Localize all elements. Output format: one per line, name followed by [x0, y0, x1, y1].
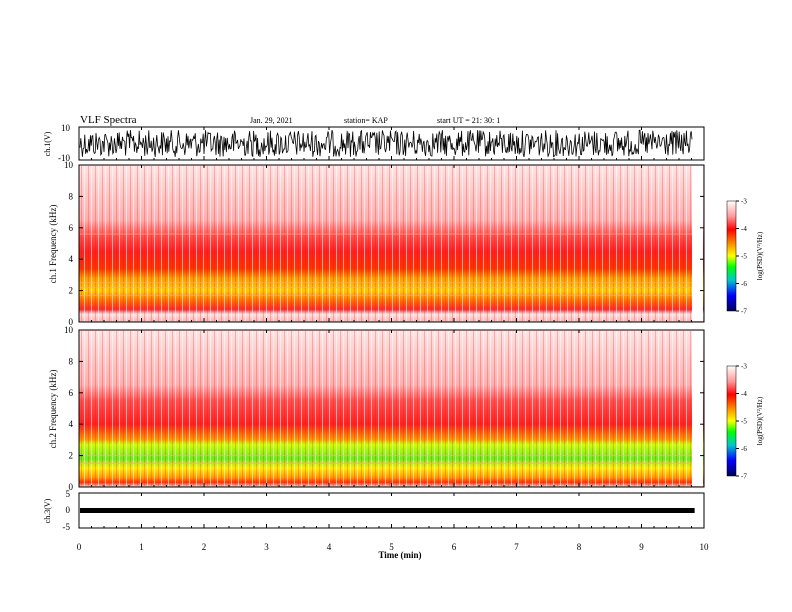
colorbar-tick-label: -6: [741, 445, 747, 453]
time-tick-label: 2: [202, 542, 207, 552]
freq-tick-label: 10: [64, 160, 74, 170]
time-tick-label: 9: [639, 542, 644, 552]
ch1-frequency-ticks: 0 2 4 6 8 10: [64, 160, 704, 327]
ch3-voltage-ylabel: ch.3(V): [43, 498, 52, 523]
time-tick-label: 5: [389, 542, 394, 552]
freq-tick-label: 0: [69, 482, 74, 492]
ch3-voltage-trace: [80, 508, 695, 513]
ch1-colorbar-scale: [726, 200, 737, 312]
freq-tick-label: 8: [69, 356, 74, 366]
ch3-ytick-5: 5: [66, 489, 71, 499]
ch1-ytick-top: 10: [61, 123, 71, 133]
ch1-voltage-ylabel: ch.1(V): [43, 131, 52, 156]
time-axis: 0 1 2 3 4 5 6 7 8 9 10: [77, 127, 709, 552]
ch2-frequency-ylabel: ch.2 Frequency (kHz): [48, 370, 58, 449]
ch2-colorbar-scale: [726, 365, 737, 477]
freq-tick-label: 0: [69, 317, 74, 327]
time-tick-label: 6: [452, 542, 457, 552]
ch1-colorbar-ticks: -3 -4 -5 -6 -7: [736, 198, 747, 316]
time-axis-label: Time (min): [378, 550, 421, 560]
ch2-colorbar-ticks: -3 -4 -5 -6 -7: [736, 363, 747, 481]
freq-tick-label: 8: [69, 191, 74, 201]
freq-tick-label: 4: [69, 254, 74, 264]
freq-tick-label: 6: [69, 388, 74, 398]
time-tick-label: 4: [327, 542, 332, 552]
ch1-ytick-bottom: -10: [58, 153, 70, 163]
colorbar-tick-label: -4: [741, 390, 747, 398]
ch3-voltage-panel: 5 0 -5 ch.3(V): [43, 489, 705, 532]
ch2-spectrogram-gap: [692, 331, 703, 486]
ch2-spectrogram-panel: 0 2 4 6 8 10 ch.2 Frequency (kHz): [48, 325, 705, 492]
colorbar-tick-label: -4: [741, 225, 747, 233]
ch1-colorbar-label: log(PSD)(V²/Hz): [756, 231, 764, 280]
freq-tick-label: 4: [69, 419, 74, 429]
ch1-spectrogram-texture: [80, 166, 692, 321]
freq-tick-label: 2: [69, 286, 74, 296]
station-label: station= KAP: [344, 116, 388, 125]
colorbar-tick-label: -7: [741, 308, 747, 316]
freq-tick-label: 10: [64, 325, 74, 335]
start-time-label: start UT = 21: 30: 1: [437, 116, 500, 125]
colorbar-tick-label: -3: [741, 363, 747, 371]
freq-tick-label: 2: [69, 451, 74, 461]
time-tick-label: 10: [700, 542, 710, 552]
freq-tick-label: 6: [69, 223, 74, 233]
colorbar-tick-label: -5: [741, 253, 747, 261]
ch1-voltage-panel: 10 -10 ch.1(V): [43, 123, 705, 163]
ch3-ytick-0: 0: [66, 505, 71, 515]
ch2-colorbar-label: log(PSD)(V²/Hz): [756, 396, 764, 445]
date-label: Jan. 29, 2021: [250, 116, 293, 125]
colorbar-tick-label: -7: [741, 473, 747, 481]
ch1-line-frequencies: [80, 233, 692, 296]
figure-title: VLF Spectra: [80, 114, 137, 126]
ch2-spectrogram-texture: [80, 331, 692, 486]
time-tick-label: 3: [264, 542, 269, 552]
time-tick-label: 1: [139, 542, 144, 552]
ch2-frequency-ticks: 0 2 4 6 8 10: [64, 325, 704, 492]
ch3-ytick-minus5: -5: [63, 522, 71, 532]
ch2-colorbar: -3 -4 -5 -6 -7 log(PSD)(V²/Hz): [726, 363, 764, 481]
time-tick-label: 8: [577, 542, 582, 552]
colorbar-tick-label: -5: [741, 418, 747, 426]
ch1-spectrogram-panel: 0 2 4 6 8 10 ch.1 Frequency (kHz): [48, 160, 705, 327]
colorbar-tick-label: -6: [741, 280, 747, 288]
colorbar-tick-label: -3: [741, 198, 747, 206]
time-tick-label: 0: [77, 542, 82, 552]
ch1-colorbar: -3 -4 -5 -6 -7 log(PSD)(V²/Hz): [726, 198, 764, 316]
time-tick-label: 7: [514, 542, 519, 552]
ch1-spectrogram-gap: [692, 166, 703, 321]
ch2-line-frequencies: [80, 455, 692, 464]
ch1-voltage-trace: [79, 129, 693, 158]
ch1-frequency-ylabel: ch.1 Frequency (kHz): [48, 205, 58, 284]
